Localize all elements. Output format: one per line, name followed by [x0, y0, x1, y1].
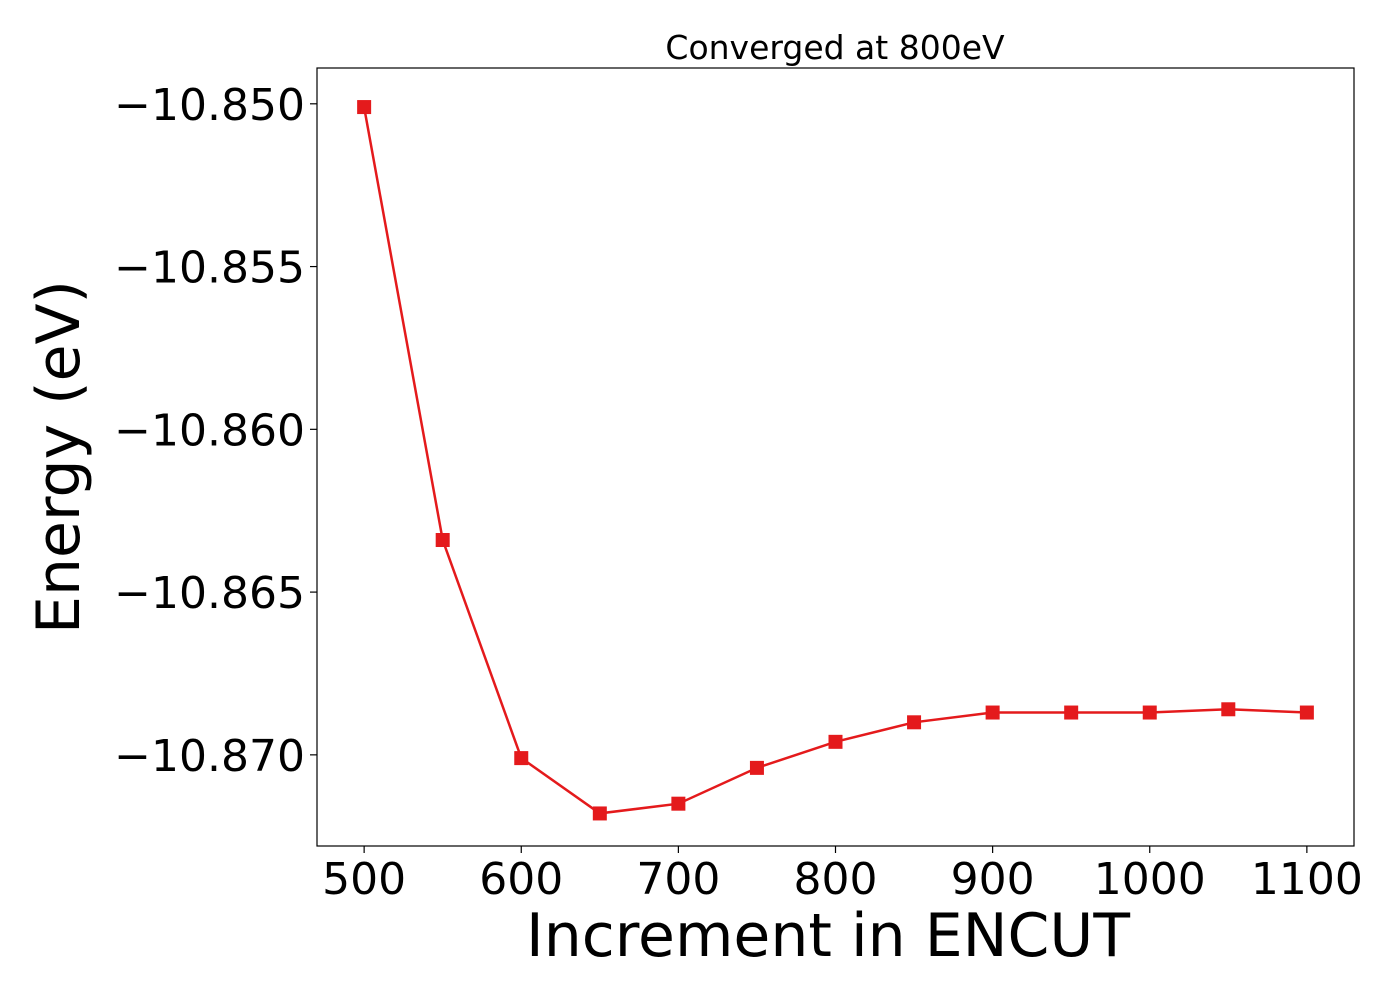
y-tick-label: −10.855 — [114, 243, 305, 294]
data-point — [671, 796, 686, 811]
data-point — [514, 751, 529, 766]
data-point — [907, 715, 922, 730]
y-axis-label: Energy (eV) — [24, 280, 94, 634]
x-axis: 500 600 700 800 900 1000 1100 — [322, 846, 1363, 905]
data-point — [749, 760, 764, 775]
y-tick-label: −10.860 — [114, 405, 305, 456]
x-tick-label: 1100 — [1251, 854, 1363, 905]
x-tick-label: 700 — [636, 854, 720, 905]
series-line — [362, 106, 1307, 815]
y-tick-label: −10.850 — [114, 80, 305, 131]
data-point — [1299, 705, 1314, 720]
data-point — [592, 806, 607, 821]
x-tick-label: 500 — [322, 854, 406, 905]
data-point — [1142, 705, 1157, 720]
plot-frame — [316, 67, 1355, 847]
x-axis-label: Increment in ENCUT — [526, 901, 1130, 971]
y-axis: −10.850 −10.855 −10.860 −10.865 −10.870 — [114, 80, 317, 782]
data-point — [357, 100, 372, 115]
y-tick-label: −10.870 — [114, 731, 305, 782]
data-point — [1221, 702, 1236, 717]
data-point — [435, 533, 450, 548]
data-point — [828, 734, 843, 749]
x-tick-label: 1000 — [1094, 854, 1206, 905]
data-point — [985, 705, 1000, 720]
x-tick-label: 800 — [794, 854, 878, 905]
series-layer — [357, 100, 1314, 821]
x-tick-label: 600 — [479, 854, 563, 905]
chart-title: Converged at 800eV — [665, 28, 1005, 67]
x-tick-label: 900 — [951, 854, 1035, 905]
data-point — [1064, 705, 1079, 720]
y-tick-label: −10.865 — [114, 568, 305, 619]
